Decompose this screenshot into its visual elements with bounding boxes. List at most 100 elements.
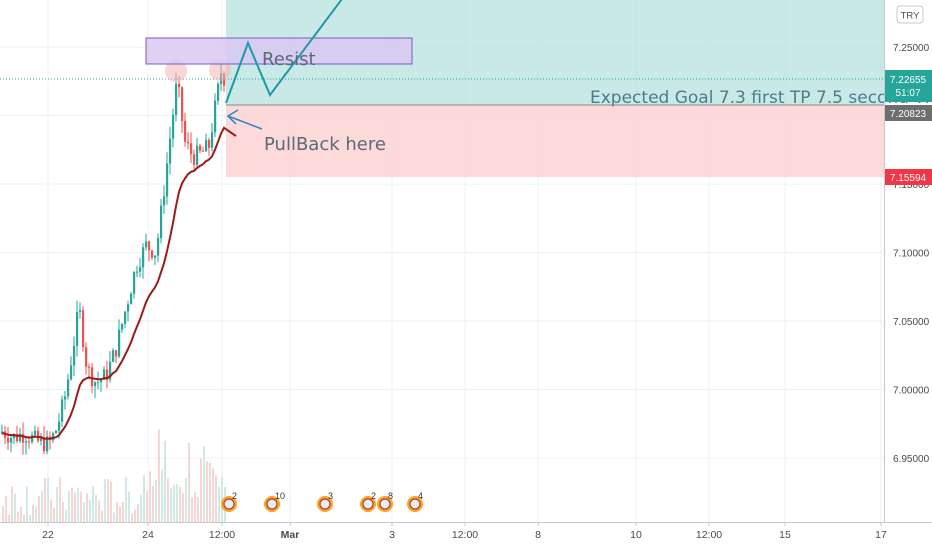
- event-badge[interactable]: 3: [317, 491, 333, 512]
- event-badge-count: 4: [418, 491, 423, 501]
- volume-bar: [29, 514, 31, 522]
- volume-bar: [26, 486, 28, 522]
- x-tick-label: 3: [389, 529, 395, 541]
- candle-body: [193, 154, 196, 165]
- y-tick-label: 7.25000: [893, 43, 930, 54]
- event-badge[interactable]: 2: [360, 491, 376, 512]
- volume-bar: [158, 429, 160, 522]
- entry-price-value: 7.20823: [890, 109, 927, 120]
- volume-bar: [221, 477, 223, 522]
- volume-bar: [164, 440, 166, 522]
- candle-body: [34, 430, 37, 435]
- candle-body: [184, 120, 187, 142]
- currency-badge[interactable]: TRY: [896, 5, 924, 24]
- stop-price-tag: 7.15594: [885, 169, 932, 185]
- volume-bar: [116, 502, 118, 522]
- candle-body: [70, 365, 73, 380]
- volume-bar: [71, 487, 73, 522]
- volume-bar: [203, 446, 205, 522]
- candle-body: [163, 196, 166, 206]
- volume-bar: [86, 493, 88, 522]
- event-badge[interactable]: 10: [264, 491, 285, 512]
- candle-body: [172, 114, 175, 139]
- stop-zone[interactable]: [226, 105, 884, 177]
- candle-body: [40, 437, 43, 441]
- projection-path[interactable]: [225, 0, 345, 104]
- flag-icon-inner: [362, 498, 374, 510]
- current-price-value: 7.22655: [890, 75, 927, 86]
- resist-box[interactable]: [145, 37, 413, 65]
- flag-icon-inner: [409, 498, 421, 510]
- candle-body: [16, 434, 19, 442]
- event-badge[interactable]: 8: [377, 491, 393, 512]
- volume-bar: [215, 475, 217, 522]
- volume-bar: [218, 486, 220, 522]
- candle-body: [76, 312, 79, 346]
- candle-body: [97, 382, 100, 384]
- x-tick-label: 12:00: [209, 529, 235, 541]
- candle-body: [115, 350, 118, 357]
- x-tick-label: Mar: [281, 529, 300, 541]
- volume-bar: [161, 469, 163, 522]
- volume-bar: [152, 485, 154, 522]
- y-tick-label: 7.05000: [893, 317, 930, 328]
- volume-bar: [83, 502, 85, 522]
- candle-body: [55, 430, 58, 434]
- volume-bar: [5, 495, 7, 522]
- volume-bar: [92, 486, 94, 522]
- candle-body: [46, 436, 49, 452]
- flag-icon-inner: [379, 498, 391, 510]
- volume-bar: [113, 512, 115, 522]
- volume-bar: [110, 481, 112, 522]
- candle-body: [169, 138, 172, 164]
- event-badge-count: 10: [275, 491, 285, 501]
- y-tick-label: 6.95000: [893, 454, 930, 465]
- volume-bar: [167, 478, 169, 522]
- candle-body: [199, 145, 202, 151]
- candle-body: [22, 433, 25, 443]
- volume-bar: [149, 471, 151, 522]
- volume-bar: [104, 479, 106, 522]
- current-price-tag: 7.22655 51:07: [885, 70, 932, 102]
- candle-body: [202, 150, 205, 152]
- x-tick-label: 22: [42, 529, 54, 541]
- volume-bar: [119, 506, 121, 522]
- moving-average-line: [1, 126, 237, 440]
- volume-bar: [89, 500, 91, 522]
- volume-bar: [206, 461, 208, 522]
- event-badge[interactable]: 4: [407, 491, 423, 512]
- volume-bar: [194, 492, 196, 522]
- volume-bar: [77, 487, 79, 522]
- volume-bars: [2, 429, 226, 522]
- candle-body: [175, 83, 178, 115]
- volume-bar: [131, 513, 133, 522]
- volume-bar: [188, 443, 190, 522]
- pullback-arrow[interactable]: [226, 109, 263, 130]
- volume-bar: [212, 467, 214, 522]
- candle-body: [94, 382, 97, 387]
- volume-bar: [176, 484, 178, 522]
- goal-label: Expected Goal 7.3 first TP 7.5 second TP: [590, 88, 932, 108]
- event-badges[interactable]: 2 10 3 2 8 4: [221, 491, 423, 512]
- volume-bar: [44, 478, 46, 522]
- candle-body: [91, 367, 94, 387]
- candle-body: [109, 361, 112, 380]
- volume-bar: [200, 458, 202, 522]
- time-axis[interactable]: 22 24 12:00 Mar 3 12:00 8 10 12:00 15 17: [42, 522, 887, 541]
- candle-body: [166, 163, 169, 197]
- volume-bar: [32, 504, 34, 522]
- flag-icon-inner: [223, 498, 235, 510]
- event-badge[interactable]: 2: [221, 491, 237, 512]
- volume-bar: [2, 505, 4, 522]
- volume-bar: [209, 462, 211, 522]
- x-tick-label: 8: [535, 529, 541, 541]
- volume-bar: [20, 507, 22, 522]
- candle-body: [148, 241, 151, 251]
- resist-label: Resist: [262, 49, 316, 70]
- x-tick-label: 12:00: [696, 529, 722, 541]
- volume-bar: [134, 509, 136, 522]
- candle-body: [19, 433, 22, 442]
- candle-body: [67, 379, 70, 397]
- volume-bar: [128, 491, 130, 522]
